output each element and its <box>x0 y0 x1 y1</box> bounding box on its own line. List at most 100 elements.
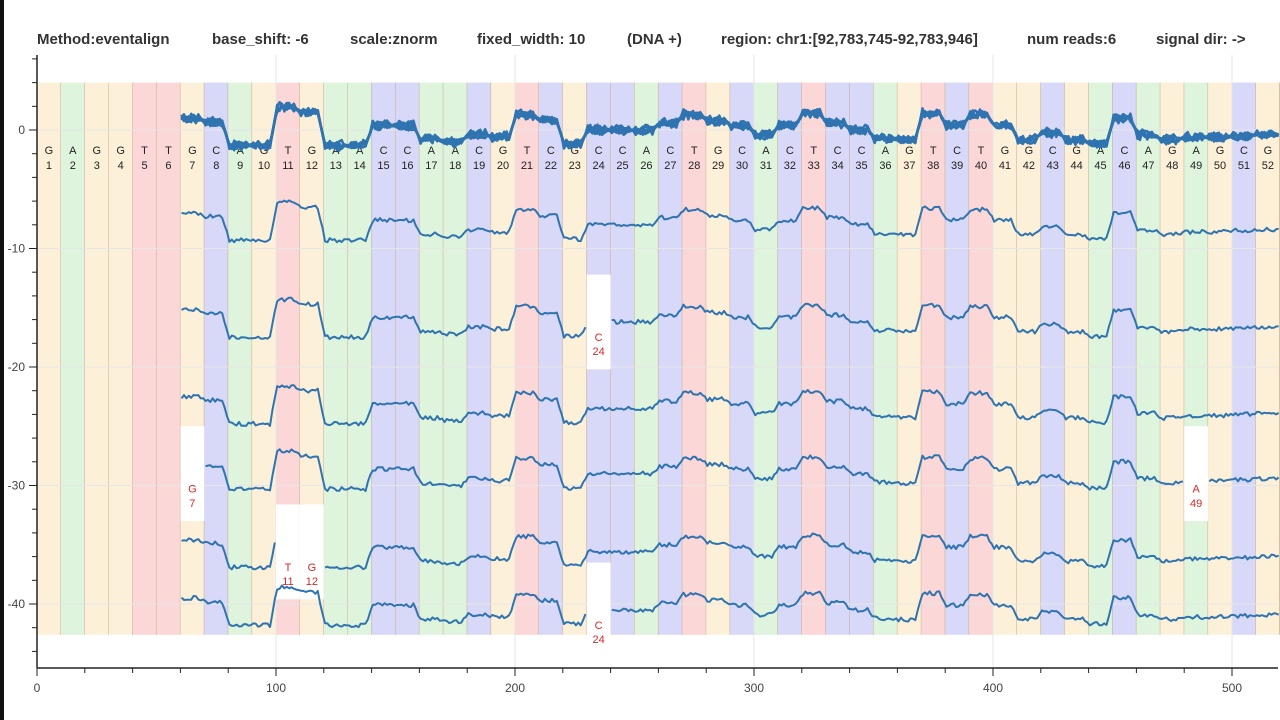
base-index: 38 <box>927 160 939 172</box>
base-band: G7 <box>180 82 205 635</box>
base-index: 42 <box>1023 160 1035 172</box>
base-band: T5 <box>132 82 157 635</box>
base-band-rect <box>801 82 826 635</box>
base-index: 41 <box>999 160 1011 172</box>
base-letter: G <box>1025 145 1034 157</box>
base-letter: A <box>356 145 364 157</box>
base-band-rect <box>347 82 372 635</box>
base-letter: G <box>1072 145 1081 157</box>
deletion-base: G <box>308 562 317 574</box>
base-band: G 42 <box>1016 82 1042 635</box>
base-index: 21 <box>521 160 533 172</box>
base-band-rect <box>1112 82 1137 635</box>
num-reads-label: num reads:6 <box>1027 31 1117 48</box>
window-edge <box>0 0 4 720</box>
base-letter: G <box>188 145 197 157</box>
base-band: T 28 <box>682 82 707 635</box>
base-letter: G <box>570 145 579 157</box>
base-band-rect <box>921 82 946 635</box>
base-index: 29 <box>712 160 724 172</box>
base-letter: C <box>547 145 555 157</box>
base-index: 44 <box>1071 160 1083 172</box>
region-label: region: chr1:[92,783,745-92,783,946] <box>721 31 978 48</box>
base-index: 19 <box>473 160 485 172</box>
base-band: C 32 <box>777 82 803 635</box>
base-letter: A <box>1097 145 1105 157</box>
base-letter: A <box>69 145 77 157</box>
base-band: A 45 <box>1088 82 1113 635</box>
base-band-rect <box>491 82 515 635</box>
base-letter: C <box>834 145 842 157</box>
base-index: 35 <box>855 160 867 172</box>
base-index: 2 <box>70 160 76 172</box>
y-tick-label: 0 <box>18 123 25 137</box>
deletion-pos: 24 <box>593 346 605 358</box>
deletion-marker: G7 <box>180 426 205 522</box>
base-letter: A <box>1192 145 1200 157</box>
signal-trace <box>180 584 587 629</box>
base-index: 7 <box>189 160 195 172</box>
base-letter: C <box>1120 145 1128 157</box>
base-index: 45 <box>1094 160 1106 172</box>
base-band-rect <box>467 82 492 635</box>
base-band-rect <box>252 82 276 635</box>
base-letter: G <box>1264 145 1273 157</box>
base-letter: C <box>619 145 627 157</box>
signal-trace <box>324 532 1279 571</box>
base-band: A 18 <box>443 82 468 635</box>
base-index: 10 <box>258 160 270 172</box>
base-band: C 34 <box>825 82 851 635</box>
base-index: 33 <box>808 160 820 172</box>
base-band-rect <box>849 82 874 635</box>
x-tick-label: 200 <box>505 681 525 695</box>
y-tick-label: -20 <box>8 360 26 374</box>
base-band: C 19 <box>467 82 492 635</box>
base-letter: A <box>1145 145 1153 157</box>
base-letter: G <box>1001 145 1010 157</box>
x-tick-label: 0 <box>34 681 41 695</box>
base-index: 20 <box>497 160 509 172</box>
base-letter: C <box>858 145 866 157</box>
deletion-base: C <box>595 332 603 344</box>
x-tick-label: 400 <box>983 681 1003 695</box>
base-letter: G <box>116 145 125 157</box>
base-index: 27 <box>664 160 676 172</box>
base-band-rect <box>156 82 181 635</box>
base-band-rect <box>84 82 109 635</box>
base-index: 13 <box>330 160 342 172</box>
deletion-base: C <box>595 620 603 632</box>
base-band: C 15 <box>371 82 396 635</box>
base-index: 37 <box>903 160 915 172</box>
base-band-rect <box>1136 82 1161 635</box>
base-letter: G <box>308 145 317 157</box>
base-band-rect <box>443 82 468 635</box>
base-band-rect <box>969 82 993 635</box>
signal-trace <box>1208 476 1280 483</box>
method-label: Method:eventalign <box>37 31 170 48</box>
base-band-rect <box>228 82 253 635</box>
deletion-base: T <box>285 562 292 574</box>
base-index: 3 <box>94 160 100 172</box>
base-band-rect <box>1040 82 1065 635</box>
deletion-marker: T 11 <box>276 504 300 600</box>
y-tick-label: -10 <box>8 242 26 256</box>
base-band-rect <box>1088 82 1113 635</box>
base-index: 5 <box>141 160 147 172</box>
base-letter: C <box>380 145 388 157</box>
base-band: A9 <box>228 82 253 635</box>
base-index: 26 <box>640 160 652 172</box>
base-band-rect <box>1160 82 1185 635</box>
plot-header: Method:eventalign base_shift: -6 scale:z… <box>0 31 1280 51</box>
signal-trace <box>611 302 1279 340</box>
base-band-rect <box>1232 82 1256 635</box>
base-band: C 46 <box>1112 82 1137 635</box>
deletion-pos: 7 <box>189 498 195 510</box>
deletion-box <box>586 562 611 658</box>
deletion-pos: 11 <box>282 576 293 588</box>
base-index: 18 <box>449 160 461 172</box>
base-letter: T <box>524 145 531 157</box>
base-index: 16 <box>401 160 413 172</box>
base-index: 30 <box>736 160 748 172</box>
deletion-base: A <box>1192 484 1200 496</box>
